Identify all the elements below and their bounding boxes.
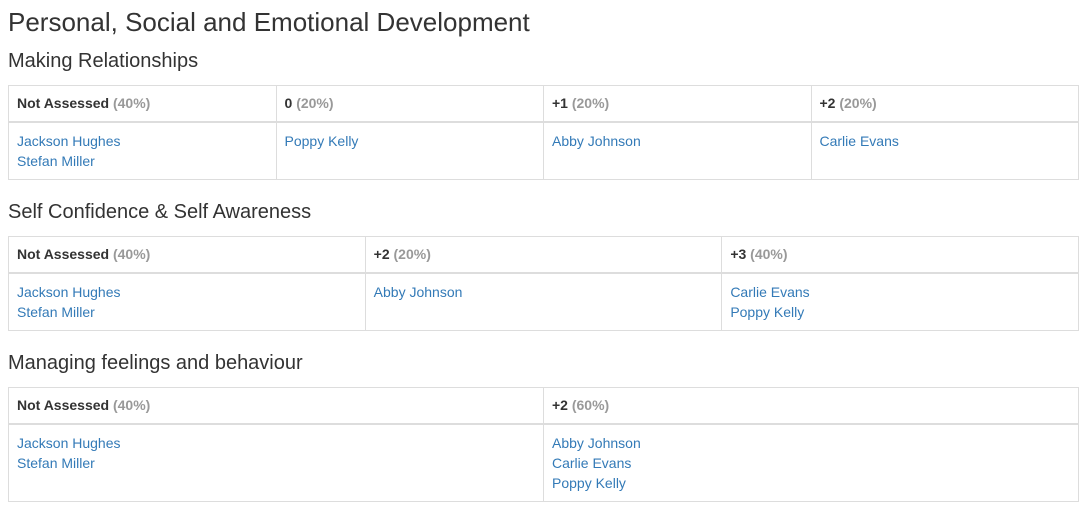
student-link[interactable]: Abby Johnson [552, 434, 641, 451]
student-link[interactable]: Poppy Kelly [552, 474, 626, 491]
grade-percent: (40%) [112, 245, 151, 262]
grade-column-header: +2 (20%) [364, 235, 723, 274]
assessment-table: Not Assessed (40%) 0 (20%) +1 (20%) +2 (20%… [8, 84, 1079, 180]
students-cell: Abby Johnson [543, 121, 812, 180]
grade-percent: (40%) [750, 245, 788, 262]
grade-column-header: +1 (20%) [543, 84, 812, 123]
students-row: Jackson Hughes Stefan Miller Poppy Kelly Ab… [8, 121, 1079, 180]
grade-column-header: Not Assessed (40%) [8, 235, 366, 274]
students-cell: Carlie Evans Poppy Kelly [721, 272, 1079, 331]
section-heading: Managing feelings and behaviour [8, 351, 303, 374]
student-link[interactable]: Carlie Evans [552, 454, 632, 471]
student-link[interactable]: Carlie Evans [730, 283, 810, 300]
page-title: Personal, Social and Emotional Developme… [8, 7, 530, 37]
students-cell: Abby Johnson [364, 272, 723, 331]
student-link[interactable]: Poppy Kelly [730, 303, 805, 320]
assessment-table: Not Assessed (40%) +2 (60%) Jackson Hughe… [8, 386, 1079, 502]
page: Personal, Social and Emotional Developme… [8, 8, 1079, 502]
grade-percent: (20%) [839, 94, 877, 111]
grade-column-header: +2 (60%) [543, 386, 1079, 425]
grade-label: Not Assessed [17, 245, 110, 262]
grade-label: +3 [730, 245, 747, 262]
students-row: Jackson Hughes Stefan Miller Abby Johnson C… [8, 272, 1079, 331]
grade-percent: (20%) [571, 94, 610, 111]
grade-column-header: Not Assessed (40%) [8, 386, 544, 425]
section-heading: Making Relationships [8, 49, 199, 72]
students-cell: Jackson Hughes Stefan Miller [8, 121, 277, 180]
grade-percent: (20%) [393, 245, 431, 262]
grade-label: 0 [284, 94, 293, 111]
student-link[interactable]: Carlie Evans [819, 132, 899, 149]
grade-label: +2 [819, 94, 836, 111]
student-link[interactable]: Stefan Miller [17, 454, 95, 471]
grade-percent: (40%) [112, 396, 151, 413]
grade-label: Not Assessed [17, 396, 110, 413]
student-link[interactable]: Jackson Hughes [17, 283, 121, 300]
students-cell: Poppy Kelly [275, 121, 544, 180]
assessment-table: Not Assessed (40%) +2 (20%) +3 (40%) Jacks… [8, 235, 1079, 331]
students-cell: Carlie Evans [810, 121, 1079, 180]
students-cell: Jackson Hughes Stefan Miller [8, 423, 544, 502]
grade-column-header: 0 (20%) [275, 84, 544, 123]
student-link[interactable]: Abby Johnson [552, 132, 641, 149]
grade-label: Not Assessed [17, 94, 110, 111]
grade-header-row: Not Assessed (40%) +2 (20%) +3 (40%) [8, 235, 1079, 274]
grade-column-header: Not Assessed (40%) [8, 84, 277, 123]
grade-label: +2 [373, 245, 390, 262]
student-link[interactable]: Stefan Miller [17, 152, 95, 169]
grade-percent: (60%) [571, 396, 610, 413]
grade-percent: (20%) [296, 94, 334, 111]
assessment-section: Self Confidence & Self Awareness Not Ass… [8, 201, 1079, 331]
grade-label: +2 [552, 396, 568, 413]
section-heading: Self Confidence & Self Awareness [8, 200, 312, 223]
students-row: Jackson Hughes Stefan Miller Abby Johnson C… [8, 423, 1079, 502]
student-link[interactable]: Jackson Hughes [17, 132, 121, 149]
assessment-section: Managing feelings and behaviour Not Asse… [8, 352, 1079, 502]
grade-header-row: Not Assessed (40%) +2 (60%) [8, 386, 1079, 425]
students-cell: Jackson Hughes Stefan Miller [8, 272, 366, 331]
grade-label: +1 [552, 94, 568, 111]
grade-column-header: +2 (20%) [810, 84, 1079, 123]
sections-container: Making Relationships Not Assessed (40%) 0… [8, 50, 1079, 502]
grade-column-header: +3 (40%) [721, 235, 1079, 274]
assessment-section: Making Relationships Not Assessed (40%) 0… [8, 50, 1079, 180]
student-link[interactable]: Poppy Kelly [284, 132, 359, 149]
student-link[interactable]: Jackson Hughes [17, 434, 121, 451]
students-cell: Abby Johnson Carlie Evans Poppy Kelly [543, 423, 1079, 502]
grade-header-row: Not Assessed (40%) 0 (20%) +1 (20%) +2 (20%… [8, 84, 1079, 123]
student-link[interactable]: Stefan Miller [17, 303, 95, 320]
grade-percent: (40%) [112, 94, 151, 111]
student-link[interactable]: Abby Johnson [373, 283, 463, 300]
